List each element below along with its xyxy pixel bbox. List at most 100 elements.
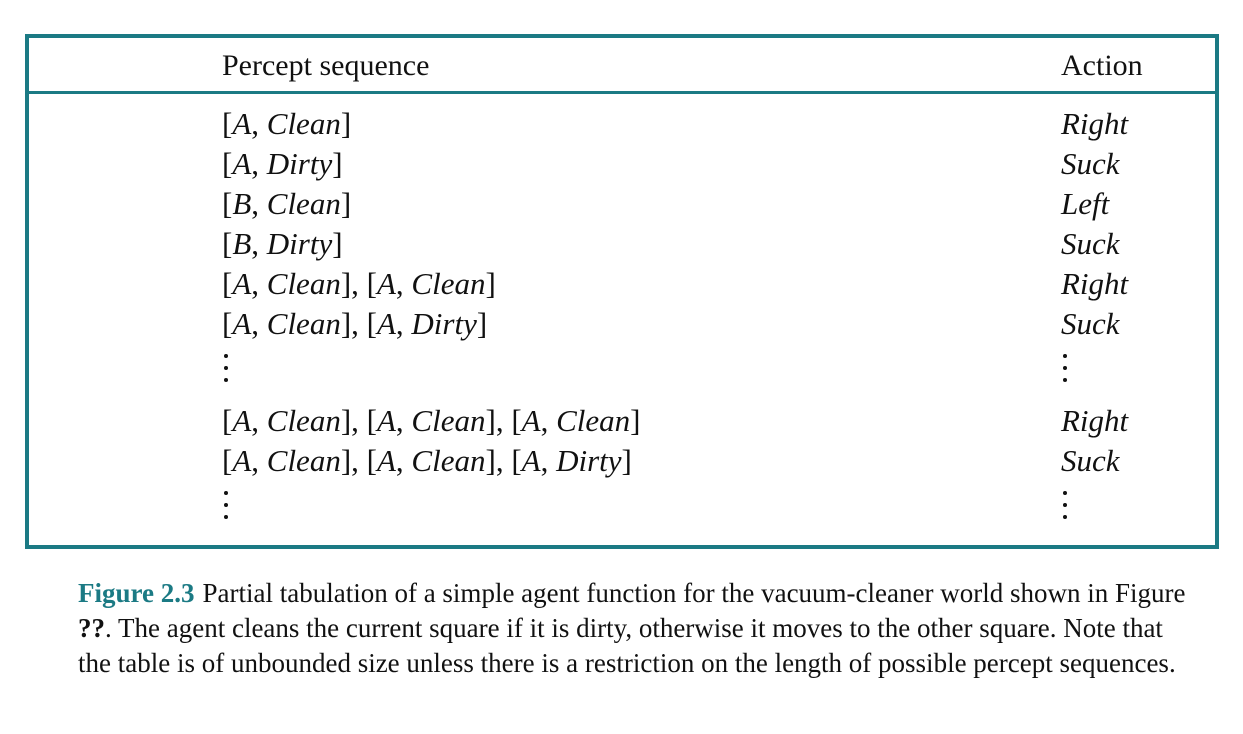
location: A: [376, 306, 396, 341]
bracket-open: [: [222, 266, 233, 301]
ellipsis-dot: [224, 378, 228, 382]
bracket-close: ]: [485, 403, 496, 438]
bracket-close: ]: [340, 403, 352, 438]
percept-cell: [A, Clean], [A, Clean], [A, Dirty]: [222, 442, 632, 480]
bracket-close: ]: [340, 443, 352, 478]
status: Clean: [411, 443, 486, 478]
status: Dirty: [556, 443, 622, 478]
location: A: [232, 443, 252, 478]
bracket-open: [: [222, 106, 233, 141]
bracket-close: ]: [340, 266, 352, 301]
comma: ,: [540, 403, 557, 438]
status: Dirty: [266, 226, 333, 261]
bracket-close: ]: [340, 106, 352, 141]
location: A: [521, 443, 541, 478]
percept-cell: [A, Clean], [A, Dirty]: [222, 305, 487, 343]
bracket-open: [: [366, 443, 377, 478]
action-cell: Left: [1061, 186, 1110, 221]
bracket-close: ]: [476, 306, 488, 341]
location: A: [521, 403, 541, 438]
comma: ,: [251, 226, 267, 261]
comma: ,: [251, 443, 267, 478]
table-row: [A, Clean] Right: [29, 105, 1215, 145]
agent-function-table: Percept sequence Action [A, Clean] Right[…: [25, 34, 1219, 549]
location: B: [232, 186, 252, 221]
bracket-open: [: [222, 146, 233, 181]
action-cell: Suck: [1061, 443, 1120, 478]
bracket-open: [: [222, 186, 233, 221]
status: Clean: [266, 186, 341, 221]
caption-text-before-ref: Partial tabulation of a simple agent fun…: [202, 578, 1186, 608]
comma: ,: [251, 186, 267, 221]
header-action: Action: [1061, 49, 1143, 82]
status: Dirty: [266, 146, 333, 181]
location: A: [376, 403, 396, 438]
separator: ,: [351, 443, 367, 478]
percept-cell: [A, Clean], [A, Clean], [A, Clean]: [222, 402, 640, 440]
bracket-open: [: [222, 306, 233, 341]
table-row: [A, Clean], [A, Clean], [A, Clean] Right: [29, 402, 1215, 442]
status: Clean: [266, 106, 341, 141]
ellipsis-dot: [224, 366, 228, 370]
comma: ,: [395, 443, 412, 478]
caption-text-after-ref: . The agent cleans the current square if…: [78, 613, 1176, 678]
table-row: [B, Dirty] Suck: [29, 225, 1215, 265]
bracket-open: [: [366, 266, 377, 301]
ellipsis-dot: [224, 515, 228, 519]
action-cell: Right: [1061, 403, 1129, 438]
caption-figure-ref: ??: [78, 613, 105, 643]
status: Clean: [266, 443, 341, 478]
bracket-close: ]: [332, 226, 343, 261]
action-ellipsis: [1061, 354, 1069, 388]
ellipsis-dot: [224, 503, 228, 507]
bracket-open: [: [222, 226, 233, 261]
location: A: [232, 266, 252, 301]
status: Dirty: [411, 306, 477, 341]
figure-caption: Figure 2.3 Partial tabulation of a simple…: [78, 576, 1188, 681]
location: A: [232, 106, 252, 141]
action-ellipsis: [1061, 491, 1069, 525]
status: Clean: [266, 306, 341, 341]
comma: ,: [251, 403, 267, 438]
percept-cell: [B, Clean]: [222, 185, 351, 223]
percept-cell: [B, Dirty]: [222, 225, 343, 263]
location: A: [232, 306, 252, 341]
ellipsis-dot: [1063, 491, 1067, 495]
ellipsis-dot: [1063, 354, 1067, 358]
status: Clean: [411, 403, 486, 438]
header-percept-sequence: Percept sequence: [222, 49, 430, 82]
status: Clean: [556, 403, 631, 438]
ellipsis-dot: [1063, 366, 1067, 370]
ellipsis-dot: [224, 354, 228, 358]
location: A: [376, 266, 396, 301]
action-cell: Right: [1061, 266, 1129, 301]
comma: ,: [251, 306, 267, 341]
comma: ,: [395, 403, 412, 438]
percept-ellipsis: [222, 354, 230, 388]
location: A: [376, 443, 396, 478]
table-row: [B, Clean] Left: [29, 185, 1215, 225]
bracket-open: [: [366, 403, 377, 438]
ellipsis-dot: [1063, 515, 1067, 519]
comma: ,: [395, 266, 412, 301]
percept-cell: [A, Dirty]: [222, 145, 343, 183]
separator: ,: [495, 443, 512, 478]
status: Clean: [266, 266, 341, 301]
percept-cell: [A, Clean], [A, Clean]: [222, 265, 496, 303]
bracket-open: [: [366, 306, 377, 341]
bracket-close: ]: [340, 306, 352, 341]
status: Clean: [266, 403, 341, 438]
ellipsis-dot: [1063, 503, 1067, 507]
header-divider: [29, 91, 1215, 94]
bracket-close: ]: [332, 146, 343, 181]
table-row: [A, Clean], [A, Clean] Right: [29, 265, 1215, 305]
bracket-open: [: [511, 403, 522, 438]
ellipsis-dot: [1063, 378, 1067, 382]
bracket-close: ]: [485, 443, 496, 478]
bracket-open: [: [511, 443, 522, 478]
separator: ,: [351, 266, 367, 301]
table-row: [A, Dirty] Suck: [29, 145, 1215, 185]
location: B: [232, 226, 252, 261]
percept-cell: [A, Clean]: [222, 105, 351, 143]
table-body: [A, Clean] Right [A, Dirty] Suck [B, Clean] L…: [29, 38, 1215, 545]
